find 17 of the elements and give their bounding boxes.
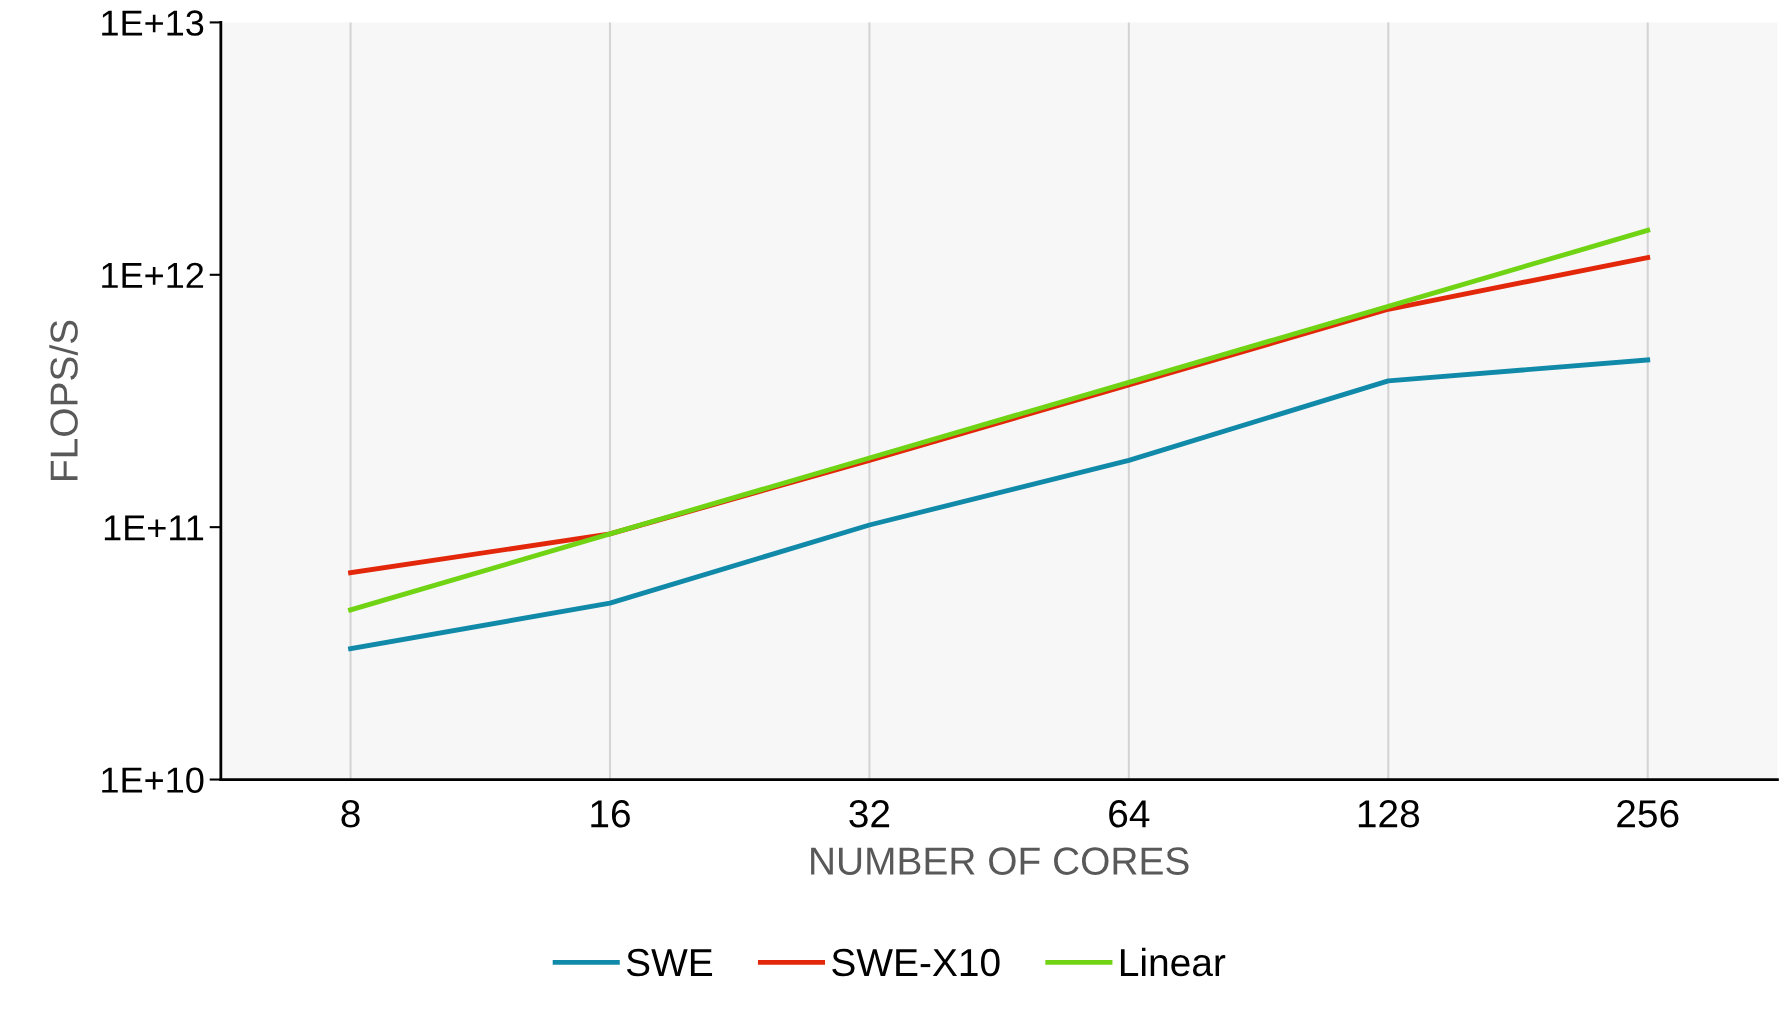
x-tick-label: 16 <box>591 800 630 828</box>
y-tick-label: 1E+12 <box>102 262 204 288</box>
y-axis-title: FLOPS/S <box>49 320 78 480</box>
y-tick-label: 1E+11 <box>104 515 204 541</box>
x-tick-label: 32 <box>849 800 890 828</box>
x-axis-title: NUMBER OF CORES <box>811 847 1189 875</box>
y-tick-label: 1E+10 <box>102 767 204 793</box>
x-tick-label: 8 <box>341 800 360 828</box>
line-series <box>348 357 1651 652</box>
legend-label: SWE-X10 <box>832 948 1000 977</box>
x-tick-label: 128 <box>1358 800 1420 828</box>
legend-label: Linear <box>1120 947 1226 977</box>
x-tick-label: 64 <box>1109 800 1150 828</box>
x-tick-label: 256 <box>1617 800 1679 828</box>
y-tick-label: 1E+13 <box>102 10 204 36</box>
legend-label: SWE <box>626 948 713 977</box>
line-series <box>348 227 1651 613</box>
